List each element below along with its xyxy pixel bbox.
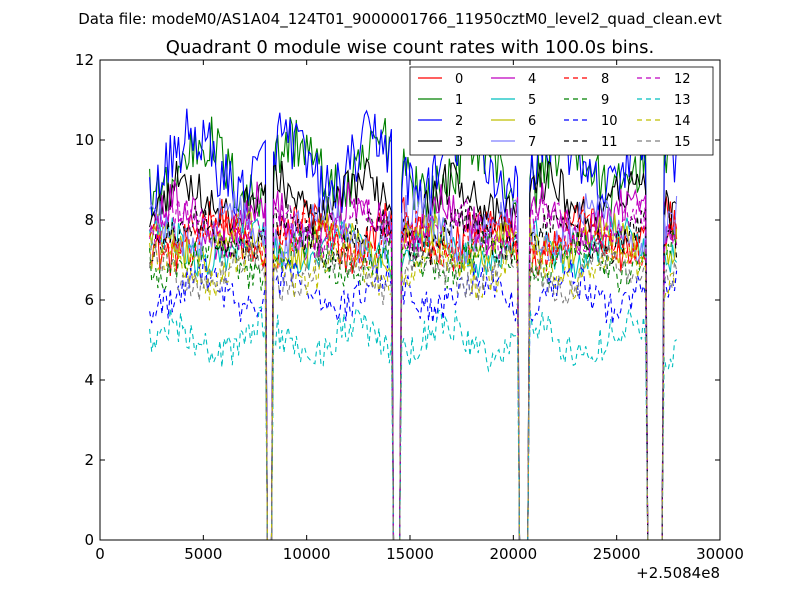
legend-label-14: 14: [674, 114, 691, 129]
legend-label-4: 4: [528, 72, 536, 87]
x-tick-label: 5000: [184, 545, 222, 563]
x-tick-label: 25000: [593, 545, 641, 563]
y-tick-label: 10: [75, 131, 94, 149]
x-tick-label: 15000: [386, 545, 434, 563]
legend-label-1: 1: [455, 93, 463, 108]
series-line-4: [149, 179, 678, 541]
chart-title: Quadrant 0 module wise count rates with …: [166, 37, 655, 58]
series-line-11: [149, 203, 678, 541]
series-line-10: [149, 257, 678, 541]
legend-label-2: 2: [455, 114, 463, 129]
series-line-14: [149, 237, 677, 541]
legend-frame: [409, 66, 714, 156]
legend-label-7: 7: [528, 135, 536, 150]
legend-label-0: 0: [455, 72, 463, 87]
legend-label-12: 12: [674, 72, 691, 87]
x-tick-label: 30000: [696, 545, 744, 563]
legend-label-9: 9: [601, 93, 609, 108]
y-tick-label: 4: [84, 371, 94, 389]
legend-label-8: 8: [601, 72, 609, 87]
series-line-8: [149, 208, 678, 541]
chart-suptitle: Data file: modeM0/AS1A04_124T01_90000017…: [78, 10, 722, 29]
legend-label-15: 15: [674, 135, 691, 150]
legend-label-11: 11: [601, 135, 618, 150]
x-tick-label: 10000: [283, 545, 331, 563]
x-tick-label: 20000: [489, 545, 537, 563]
x-offset-label: +2.5084e8: [636, 564, 720, 582]
y-tick-label: 0: [84, 531, 94, 549]
x-tick-label: 0: [95, 545, 105, 563]
y-tick-label: 2: [84, 451, 94, 469]
legend-label-10: 10: [601, 114, 618, 129]
legend-label-13: 13: [674, 93, 691, 108]
series-line-5: [149, 215, 678, 541]
series-line-2: [149, 108, 678, 541]
series-line-15: [149, 240, 678, 541]
legend-label-3: 3: [455, 135, 463, 150]
legend-label-6: 6: [528, 114, 536, 129]
series-line-13: [149, 306, 677, 541]
series-line-1: [149, 109, 678, 541]
series-layer: [149, 108, 678, 541]
y-tick-label: 6: [84, 291, 94, 309]
legend-label-5: 5: [528, 93, 536, 108]
y-tick-label: 12: [75, 51, 94, 69]
y-tick-label: 8: [84, 211, 94, 229]
